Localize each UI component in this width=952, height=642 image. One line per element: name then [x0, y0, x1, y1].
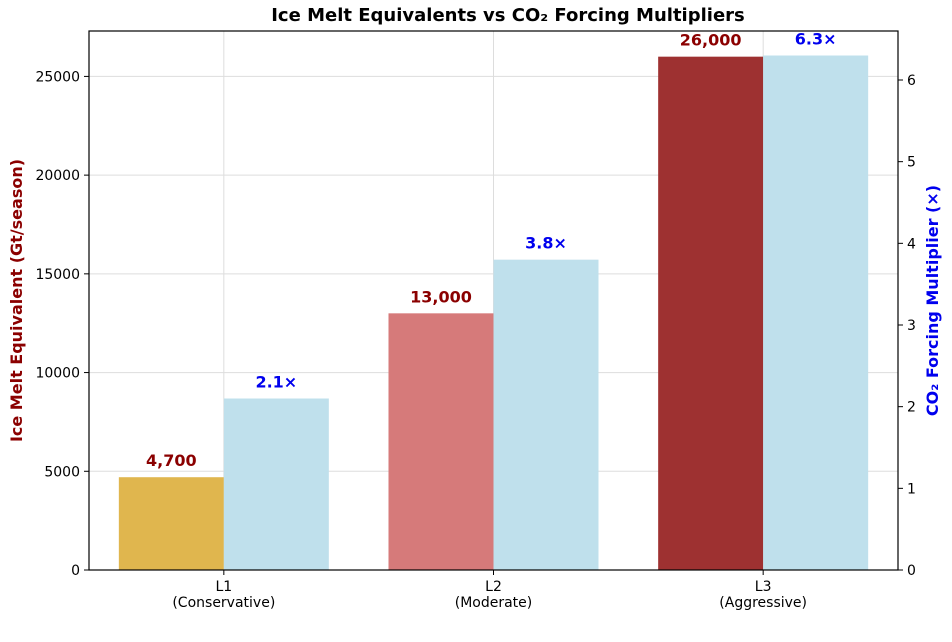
bar-series-1-2	[388, 313, 494, 570]
data-label-series-2-3: 6.3×	[795, 30, 837, 49]
y-left-tick-label: 25000	[35, 69, 80, 85]
bar-series-2-3	[763, 55, 869, 570]
x-tick-label-3: L3 (Aggressive)	[719, 579, 807, 611]
bar-series-1-1	[118, 477, 224, 570]
data-label-series-1-1: 4,700	[146, 451, 197, 470]
data-label-series-1-2: 13,000	[410, 287, 472, 306]
y-left-tick-label: 10000	[35, 366, 80, 382]
x-tick-label-1: L1 (Conservative)	[172, 579, 275, 611]
data-label-series-2-1: 2.1×	[255, 373, 297, 392]
y-axis-right-label: CO₂ Forcing Multiplier (×)	[923, 185, 942, 416]
bar-series-2-1	[223, 398, 329, 570]
y-right-tick-label: 3	[907, 318, 916, 334]
bar-series-2-2	[493, 259, 599, 570]
y-right-tick-label: 6	[907, 73, 916, 89]
bars-layer	[118, 55, 869, 570]
ticks-layer: 0 5000 10000 15000 20000 25000 0 1 2 3 4 5 6 L1 (Conse…	[35, 69, 916, 611]
x-tick-label-2: L2 (Moderate)	[455, 579, 533, 611]
y-right-tick-label: 4	[907, 236, 916, 252]
chart-title: Ice Melt Equivalents vs CO₂ Forcing Mult…	[271, 5, 745, 26]
data-label-series-1-3: 26,000	[680, 31, 742, 50]
bar-series-1-3	[658, 56, 764, 570]
value-labels-layer: 4,700 13,000 26,000 2.1× 3.8× 6.3×	[146, 30, 837, 471]
y-right-tick-label: 0	[907, 563, 916, 579]
y-left-tick-label: 5000	[44, 464, 80, 480]
y-left-tick-label: 0	[71, 563, 80, 579]
y-right-tick-label: 1	[907, 481, 916, 497]
data-label-series-2-2: 3.8×	[525, 234, 567, 253]
y-left-tick-label: 15000	[35, 267, 80, 283]
y-right-tick-label: 2	[907, 400, 916, 416]
y-left-tick-label: 20000	[35, 168, 80, 184]
y-right-tick-label: 5	[907, 155, 916, 171]
y-axis-left-label: Ice Melt Equivalent (Gt/season)	[7, 159, 26, 442]
